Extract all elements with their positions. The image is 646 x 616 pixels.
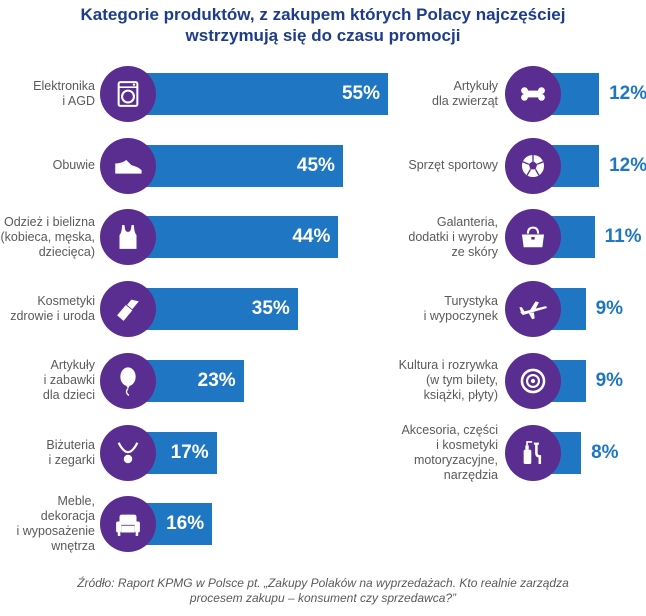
left-category-label: Odzież i bielizna (kobieca, męska, dziec… — [0, 214, 95, 259]
right-category-label: Kultura i rozrywka (w tym bilety, książk… — [398, 358, 498, 403]
left-category-label: Elektronika i AGD — [33, 79, 95, 108]
bone-icon — [516, 77, 550, 111]
right-value-label: 11% — [604, 226, 642, 248]
right-icon-circle — [505, 424, 561, 481]
left-icon-circle — [100, 281, 156, 338]
right-icon-circle — [505, 137, 561, 194]
left-value-label: 17% — [170, 441, 209, 463]
necklace-icon — [111, 436, 145, 470]
left-bar — [140, 73, 388, 115]
handbag-icon — [516, 220, 550, 254]
soccer-ball-icon — [516, 149, 550, 183]
left-icon-circle — [100, 137, 156, 194]
right-category-label: Galanteria, dodatki i wyroby ze skóry — [408, 214, 498, 259]
washing-machine-icon — [111, 77, 145, 111]
left-category-label: Kosmetyki zdrowie i uroda — [10, 294, 95, 324]
right-value-label: 9% — [595, 369, 624, 391]
left-icon-circle — [100, 209, 156, 266]
left-icon-circle — [100, 66, 156, 122]
chart-title-line-2: wstrzymują się do czasu promocji — [185, 26, 461, 45]
right-value-label: 8% — [591, 441, 619, 463]
right-row: Kultura i rozrywka (w tym bilety, książk… — [0, 352, 646, 409]
right-category-label: Artykuły dla zwierząt — [432, 79, 498, 108]
disc-icon — [516, 364, 550, 398]
right-value-label: 12% — [609, 154, 646, 176]
right-row: Akcesoria, części i kosmetyki motoryzacy… — [0, 422, 646, 482]
left-bar — [140, 144, 343, 187]
left-row: Elektronika i AGD 55% — [0, 66, 646, 122]
source-line-2: procesem zakupu – konsument czy sprzedaw… — [189, 591, 457, 605]
lipstick-icon — [111, 292, 145, 326]
left-row: Odzież i bielizna (kobieca, męska, dziec… — [0, 209, 646, 266]
armchair-icon — [111, 507, 145, 541]
source-note: Źródło: Raport KPMG w Polsce pt. „Zakupy… — [0, 576, 646, 606]
right-row: Turystyka i wypoczynek 9% — [0, 281, 646, 338]
left-category-label: Meble, dekoracja i wyposażenie wnętrza — [16, 494, 95, 554]
tank-top-icon — [111, 220, 145, 254]
left-row: Biżuteria i zegarki 17% — [0, 424, 646, 481]
left-value-label: 44% — [292, 226, 331, 248]
left-row: Obuwie 45% — [0, 137, 646, 194]
balloon-icon — [111, 364, 145, 398]
chart-title-line-1: Kategorie produktów, z zakupem których P… — [80, 5, 566, 24]
left-value-label: 16% — [166, 513, 205, 535]
right-category-label: Turystyka i wypoczynek — [423, 294, 498, 324]
shoe-icon — [111, 149, 145, 183]
left-value-label: 35% — [251, 298, 290, 320]
left-icon-circle — [100, 496, 156, 553]
left-category-label: Obuwie — [52, 158, 95, 173]
left-category-label: Biżuteria i zegarki — [46, 437, 95, 467]
right-category-label: Sprzęt sportowy — [408, 158, 498, 173]
right-row: Sprzęt sportowy 12% — [0, 137, 646, 194]
left-icon-circle — [100, 424, 156, 481]
left-icon-circle — [100, 352, 156, 409]
left-row: Meble, dekoracja i wyposażenie wnętrza 16… — [0, 494, 646, 554]
right-icon-circle — [505, 209, 561, 266]
right-value-label: 9% — [595, 298, 624, 320]
right-value-label: 12% — [609, 83, 646, 104]
left-category-label: Artykuły i zabawki dla dzieci — [42, 358, 95, 403]
right-icon-circle — [505, 281, 561, 338]
right-icon-circle — [505, 66, 561, 122]
left-bar — [140, 288, 298, 331]
right-icon-circle — [505, 352, 561, 409]
left-bar — [140, 359, 244, 402]
left-bar — [140, 216, 339, 259]
airplane-icon — [516, 292, 550, 326]
left-value-label: 55% — [341, 83, 380, 104]
left-row: Kosmetyki zdrowie i uroda 35% — [0, 281, 646, 338]
left-value-label: 23% — [197, 369, 236, 391]
right-row: Artykuły dla zwierząt 12% — [0, 66, 646, 122]
right-row: Galanteria, dodatki i wyroby ze skóry 11% — [0, 209, 646, 266]
left-row: Artykuły i zabawki dla dzieci 23% — [0, 352, 646, 409]
source-line-1: Źródło: Raport KPMG w Polsce pt. „Zakupy… — [77, 576, 569, 590]
left-value-label: 45% — [296, 154, 335, 176]
car-parts-icon — [516, 436, 550, 470]
chart-title: Kategorie produktów, z zakupem których P… — [0, 4, 646, 46]
right-category-label: Akcesoria, części i kosmetyki motoryzacy… — [401, 422, 498, 482]
